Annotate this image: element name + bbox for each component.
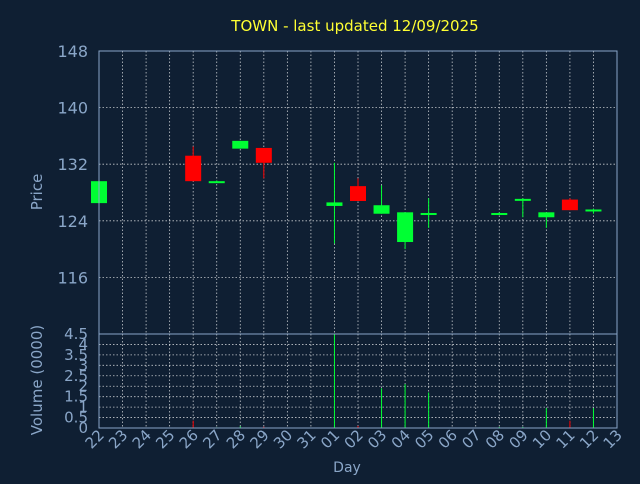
day-tick-label: 28 bbox=[223, 426, 249, 452]
candle-body bbox=[349, 186, 367, 201]
candle-body bbox=[326, 202, 343, 206]
candle-body bbox=[232, 140, 249, 149]
day-tick-label: 29 bbox=[246, 426, 272, 452]
day-tick-labels: 2223242526272829303101020304050607080910… bbox=[82, 426, 626, 452]
day-tick-label: 04 bbox=[388, 426, 414, 452]
candle-body bbox=[208, 181, 225, 184]
price-axis-label: Price bbox=[28, 174, 46, 211]
candle-body bbox=[420, 213, 437, 216]
volume-tick-label: 0.5 bbox=[64, 409, 88, 427]
day-tick-label: 05 bbox=[411, 426, 437, 452]
day-tick-label: 31 bbox=[294, 426, 320, 452]
volume-tick-label: 0 bbox=[78, 419, 88, 437]
day-tick-label: 10 bbox=[529, 426, 555, 452]
volume-tick-label: 4 bbox=[78, 335, 88, 353]
candle-body bbox=[185, 155, 202, 182]
price-tick-labels: 116 124 132 140 148 bbox=[57, 42, 88, 287]
day-tick-label: 07 bbox=[458, 426, 484, 452]
candle-body bbox=[491, 213, 508, 216]
price-tick-label: 148 bbox=[57, 42, 88, 61]
volume-tick-label: 1.5 bbox=[64, 388, 88, 406]
volume-tick-label: 1 bbox=[78, 398, 88, 416]
day-tick-label: 24 bbox=[129, 426, 155, 452]
chart-title: TOWN - last updated 12/09/2025 bbox=[230, 17, 478, 35]
day-tick-label: 03 bbox=[364, 426, 390, 452]
day-tick-label: 02 bbox=[341, 426, 367, 452]
day-tick-label: 26 bbox=[176, 426, 202, 452]
volume-tick-label: 3.5 bbox=[64, 346, 88, 364]
volume-gridlines bbox=[98, 333, 618, 429]
day-tick-label: 01 bbox=[317, 426, 343, 452]
day-axis-label: Day bbox=[333, 460, 361, 476]
day-tick-label: 06 bbox=[435, 426, 461, 452]
day-tick-label: 08 bbox=[482, 426, 508, 452]
day-tick-label: 09 bbox=[505, 426, 531, 452]
volume-series bbox=[98, 334, 594, 428]
candle-body bbox=[561, 199, 578, 211]
volume-tick-label: 3 bbox=[78, 356, 88, 374]
day-tick-label: 27 bbox=[199, 426, 225, 452]
volume-tick-label: 2.5 bbox=[64, 367, 88, 385]
volume-plot-frame bbox=[98, 333, 618, 429]
candle-body bbox=[514, 198, 531, 201]
day-tick-label: 12 bbox=[576, 426, 602, 452]
price-tick-label: 116 bbox=[57, 268, 88, 287]
volume-axis-label: Volume (0000) bbox=[28, 325, 46, 435]
candle-body bbox=[538, 212, 555, 218]
day-tick-label: 11 bbox=[553, 426, 579, 452]
volume-tick-label: 2 bbox=[78, 377, 88, 395]
day-tick-label: 25 bbox=[152, 426, 178, 452]
day-tick-label: 13 bbox=[600, 426, 626, 452]
day-tick-label: 23 bbox=[105, 426, 131, 452]
candle-body bbox=[255, 147, 272, 163]
candlestick-series bbox=[90, 140, 602, 250]
price-tick-label: 132 bbox=[57, 155, 88, 174]
candle-body bbox=[585, 209, 602, 212]
price-tick-label: 124 bbox=[57, 212, 88, 231]
volume-tick-labels: 00.511.522.533.544.5 bbox=[64, 325, 88, 437]
price-tick-label: 140 bbox=[57, 99, 88, 118]
day-tick-label: 30 bbox=[270, 426, 296, 452]
volume-tick-label: 4.5 bbox=[64, 325, 88, 343]
candle-body bbox=[397, 212, 414, 243]
candle-body bbox=[373, 205, 390, 214]
